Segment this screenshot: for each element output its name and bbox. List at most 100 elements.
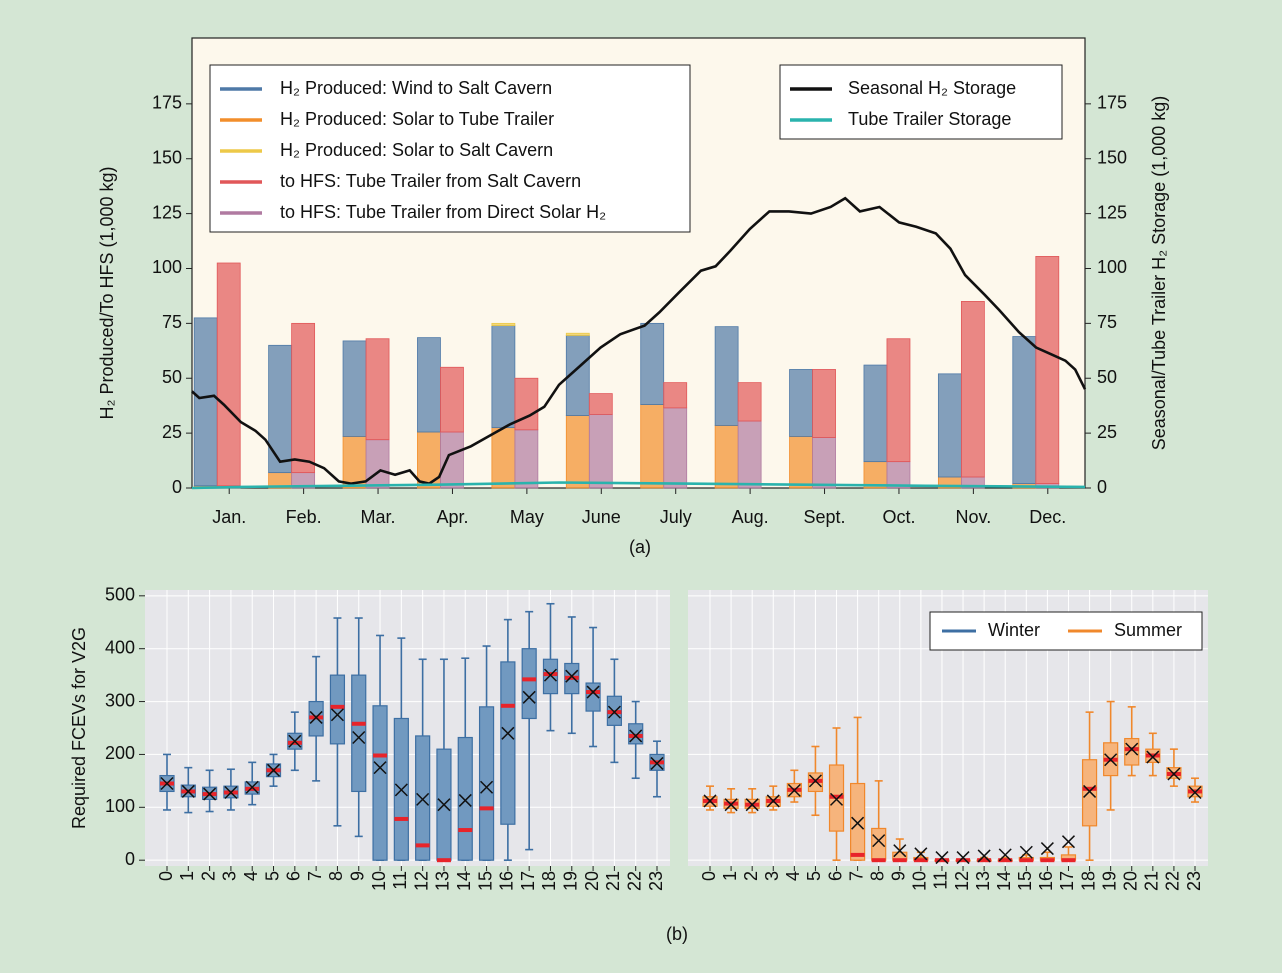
line-series	[191, 481, 1086, 490]
y-tick-label: 150	[152, 147, 182, 167]
mean-marker	[766, 794, 780, 808]
mean-marker	[724, 798, 738, 812]
y-tick-label: 75	[162, 312, 182, 332]
mean-marker	[1188, 785, 1202, 800]
x-tick-label: 7	[305, 871, 325, 881]
x-tick-label: 23	[1184, 871, 1204, 891]
y-tick-label: 400	[105, 637, 135, 657]
mean-marker	[851, 816, 865, 830]
box	[415, 735, 431, 861]
x-tick-label: 4	[783, 871, 803, 881]
box	[478, 706, 495, 861]
x-tick-label: Nov.	[956, 507, 992, 527]
y2-tick-label: 125	[1097, 202, 1127, 222]
x-tick-label: 1	[177, 871, 197, 881]
legend-label: H₂ Produced: Solar to Tube Trailer	[280, 109, 554, 129]
mean-marker	[829, 792, 844, 806]
legend-box	[779, 64, 1063, 140]
mean-marker	[998, 848, 1012, 862]
mean-marker	[373, 761, 387, 775]
mean-marker	[458, 793, 472, 807]
mean-marker	[160, 776, 174, 791]
y2-axis-label: Seasonal/Tube Trailer H₂ Storage (1,000 …	[1149, 96, 1169, 451]
x-tick-label: 4	[241, 871, 261, 881]
x-tick-label: 13	[973, 871, 993, 891]
y2-tick-label: 175	[1097, 93, 1127, 113]
x-tick-label: 14	[454, 871, 474, 891]
bar	[737, 420, 762, 489]
x-tick-label: 11	[390, 871, 410, 890]
legend-label: to HFS: Tube Trailer from Salt Cavern	[280, 171, 581, 191]
mean-marker	[437, 798, 451, 812]
mean-marker	[181, 784, 195, 798]
y2-tick-label: 50	[1097, 367, 1117, 387]
mean-marker	[808, 774, 822, 788]
y-axis-label: H₂ Produced/To HFS (1,000 kg)	[97, 166, 117, 419]
x-tick-label: 7	[846, 871, 866, 881]
x-tick-label: 20	[1120, 871, 1140, 891]
box	[850, 782, 866, 861]
x-tick-label: 15	[475, 871, 495, 891]
x-tick-label: Oct.	[882, 507, 915, 527]
x-tick-label: 17	[1057, 871, 1077, 891]
mean-marker	[629, 729, 643, 743]
mean-marker	[288, 734, 302, 748]
mean-marker	[650, 756, 664, 770]
mean-marker	[565, 669, 579, 683]
mean-marker	[745, 798, 759, 812]
mean-marker	[586, 685, 600, 699]
x-tick-label: Apr.	[436, 507, 468, 527]
bar	[268, 344, 293, 474]
bar	[812, 437, 836, 489]
x-tick-label: 5	[804, 871, 824, 881]
x-tick-label: 9	[347, 871, 367, 881]
mean-marker	[330, 708, 344, 722]
mean-marker	[1104, 753, 1118, 767]
y-tick-label: 0	[125, 849, 135, 869]
x-tick-label: 1	[720, 871, 740, 881]
mean-marker	[224, 785, 238, 800]
x-tick-label: 16	[1036, 871, 1056, 891]
x-tick-label: 21	[603, 871, 623, 891]
bar	[737, 382, 762, 422]
y-tick-label: 25	[162, 422, 182, 442]
y-tick-label: 175	[152, 93, 182, 113]
mean-marker	[1019, 845, 1033, 859]
mean-marker	[956, 851, 970, 865]
box	[1124, 737, 1140, 766]
legend-label: to HFS: Tube Trailer from Direct Solar H…	[280, 202, 606, 222]
y2-tick-label: 0	[1097, 477, 1107, 497]
box	[372, 705, 388, 861]
mean-marker	[703, 794, 717, 808]
bar	[663, 407, 688, 489]
bar	[663, 382, 688, 409]
bar	[342, 436, 367, 489]
x-tick-label: 0	[699, 871, 719, 881]
mean-marker	[394, 783, 408, 797]
x-tick-label: 21	[1142, 871, 1162, 891]
x-tick-label: 20	[582, 871, 602, 891]
box	[500, 661, 516, 825]
x-tick-label: 11	[931, 871, 951, 890]
y-tick-label: 100	[105, 796, 135, 816]
bar	[291, 322, 316, 474]
box	[329, 674, 346, 745]
y-tick-label: 100	[152, 257, 182, 277]
x-tick-label: 9	[889, 871, 909, 881]
bar	[440, 366, 464, 433]
x-tick-label: 10	[910, 871, 930, 891]
bar	[886, 338, 911, 463]
x-tick-label: 16	[497, 871, 517, 891]
legend-label: Summer	[1114, 620, 1182, 640]
y2-tick-label: 75	[1097, 312, 1117, 332]
legend-box	[209, 64, 691, 233]
mean-marker	[480, 780, 494, 794]
line-series	[191, 196, 1087, 485]
x-tick-label: 6	[284, 871, 304, 881]
y2-tick-label: 100	[1097, 257, 1127, 277]
mean-marker	[309, 710, 323, 724]
x-tick-label: 8	[326, 871, 346, 881]
x-tick-label: 22	[624, 871, 644, 891]
x-tick-label: 19	[1099, 871, 1119, 891]
